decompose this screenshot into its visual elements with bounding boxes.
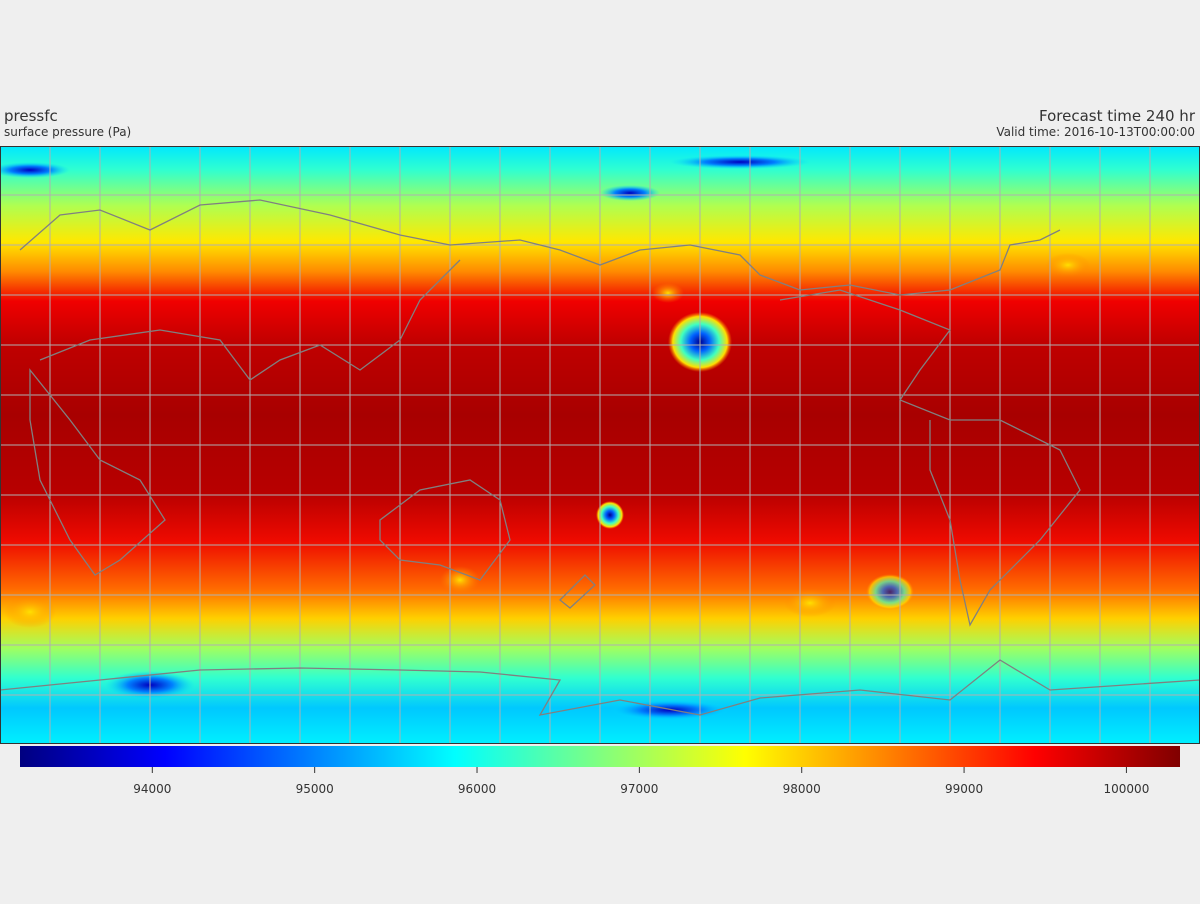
colorbar-ramp: [20, 746, 1180, 767]
coast: [39, 259, 461, 381]
ridge: [4, 596, 56, 628]
low-pressure: [670, 155, 810, 169]
colorbar-tick-label: 97000: [620, 782, 658, 796]
valid-time: Valid time: 2016-10-13T00:00:00: [996, 125, 1195, 139]
colorbar-tick-label: 95000: [296, 782, 334, 796]
ridge: [652, 283, 684, 303]
colorbar-tick-label: 100000: [1104, 782, 1150, 796]
ridge: [440, 566, 480, 594]
low-pressure: [0, 162, 70, 178]
low-pressure: [866, 574, 914, 610]
coast: [29, 368, 166, 576]
low-pressure: [596, 501, 624, 529]
colorbar-tick-label: 96000: [458, 782, 496, 796]
coast: [559, 574, 596, 609]
coast: [379, 479, 511, 581]
colorbar-tick-label: 94000: [133, 782, 171, 796]
coast: [0, 659, 1200, 716]
colorbar: 94000 95000 96000 97000 98000 99000 100000: [20, 746, 1180, 796]
graticule: [0, 146, 1200, 744]
coast: [19, 199, 1061, 296]
coastlines: [0, 199, 1200, 716]
long-name: surface pressure (Pa): [4, 125, 131, 139]
colorbar-tick-label: 98000: [783, 782, 821, 796]
coast: [779, 289, 1081, 627]
ridge: [1046, 253, 1090, 277]
map: [0, 146, 1200, 744]
low-pressure: [600, 185, 660, 201]
ridge: [784, 589, 836, 617]
colorbar-tick-label: 99000: [945, 782, 983, 796]
forecast-time: Forecast time 240 hr: [1039, 107, 1196, 125]
variable-name: pressfc: [4, 107, 58, 125]
